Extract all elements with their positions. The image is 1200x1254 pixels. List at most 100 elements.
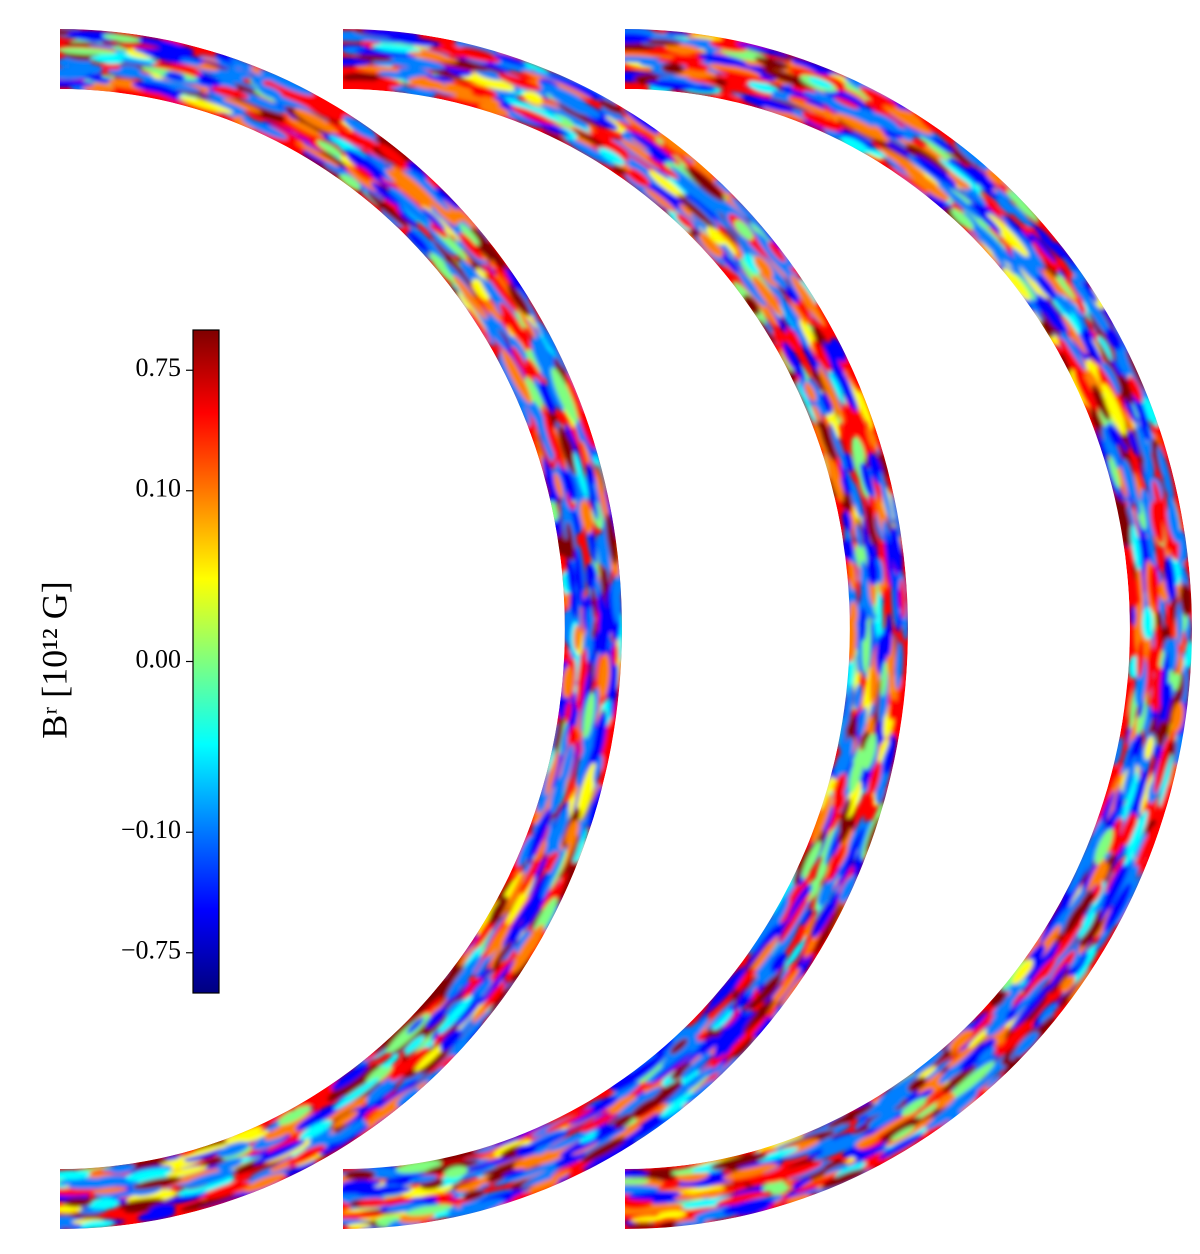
field-blob <box>757 898 790 948</box>
field-blob <box>1097 335 1113 361</box>
field-blob <box>609 1113 634 1130</box>
field-blob <box>1065 297 1088 330</box>
field-blob <box>609 1094 637 1115</box>
field-blob <box>211 86 240 99</box>
field-blob <box>873 106 911 129</box>
field-blob <box>667 177 688 195</box>
field-blob <box>458 71 515 91</box>
field-blob <box>625 56 661 63</box>
field-blob <box>795 326 809 348</box>
field-blob <box>867 760 882 798</box>
field-blob <box>383 1053 400 1068</box>
field-blob <box>1130 524 1142 571</box>
field-blob <box>1039 1003 1057 1023</box>
field-blob <box>1124 395 1139 426</box>
field-blob <box>148 1203 176 1216</box>
field-blob <box>829 422 847 471</box>
field-blob <box>1103 882 1132 933</box>
field-blob <box>1096 340 1124 391</box>
field-blob <box>988 985 1023 1023</box>
field-blob <box>363 1107 382 1122</box>
field-blob <box>1046 962 1069 992</box>
field-blob <box>60 67 89 80</box>
field-blob <box>630 1097 660 1118</box>
field-blob <box>1152 748 1162 781</box>
field-blob <box>586 462 595 485</box>
field-blob <box>958 1098 977 1114</box>
field-blob <box>743 253 761 274</box>
field-blob <box>475 69 505 81</box>
field-blob <box>78 1208 107 1215</box>
field-blob <box>353 1081 382 1103</box>
field-blob <box>826 343 839 365</box>
field-blob <box>407 170 438 196</box>
field-blob <box>753 1135 804 1152</box>
field-blob <box>183 1146 226 1162</box>
field-blob <box>1150 501 1165 545</box>
field-blob <box>587 606 594 634</box>
field-blob <box>1113 491 1127 549</box>
field-blob <box>820 392 833 415</box>
field-blob <box>792 846 814 886</box>
field-blob <box>845 361 863 393</box>
field-blob <box>877 452 889 478</box>
field-blob <box>770 951 788 973</box>
field-blob <box>1162 472 1172 497</box>
field-blob <box>857 636 863 674</box>
field-blob <box>901 1097 928 1116</box>
field-blob <box>561 666 573 699</box>
field-blob <box>888 698 897 721</box>
field-blob <box>851 480 863 519</box>
field-blob <box>685 61 709 72</box>
field-blob <box>737 269 767 307</box>
field-blob <box>522 91 543 105</box>
field-blob <box>753 1016 774 1039</box>
field-blob <box>573 452 589 499</box>
field-blob <box>514 930 532 954</box>
field-blob <box>1097 438 1117 497</box>
field-blob <box>747 81 779 94</box>
field-blob <box>821 1134 858 1153</box>
field-blob <box>253 1139 306 1165</box>
field-blob <box>502 897 533 947</box>
field-blob <box>517 834 535 868</box>
field-blob <box>1105 327 1122 351</box>
field-blob <box>762 69 818 89</box>
field-blob <box>164 97 222 116</box>
field-blob <box>589 130 630 155</box>
field-blob <box>581 1137 626 1163</box>
field-blob <box>644 38 681 46</box>
field-blob <box>839 875 857 904</box>
field-blob <box>388 187 432 226</box>
field-blob <box>826 843 846 884</box>
field-blob <box>812 891 840 939</box>
field-blob <box>1128 768 1148 825</box>
field-blob <box>480 960 515 1005</box>
field-blob <box>876 772 888 805</box>
tick-label: −0.75 <box>121 936 181 965</box>
field-blob <box>868 452 883 485</box>
field-blob <box>375 78 401 88</box>
field-blob <box>316 139 343 157</box>
field-blob <box>762 1180 785 1192</box>
field-blob <box>484 86 519 100</box>
field-blob <box>1002 1056 1023 1076</box>
field-blob <box>598 653 611 699</box>
tick-label: −0.10 <box>121 815 181 844</box>
field-blob <box>1101 362 1120 395</box>
field-blob <box>723 1163 778 1180</box>
field-blob <box>626 1223 658 1229</box>
field-blob <box>423 975 451 1005</box>
field-blob <box>612 644 619 666</box>
field-blob <box>883 104 933 135</box>
field-blob <box>223 97 262 114</box>
field-blob <box>747 96 794 113</box>
field-blob <box>1054 913 1085 959</box>
field-blob <box>459 223 480 246</box>
field-blob <box>598 147 625 166</box>
field-blob <box>997 1020 1032 1056</box>
field-blob <box>548 74 591 93</box>
field-blob <box>673 174 706 202</box>
field-blob <box>362 29 421 39</box>
field-blob <box>538 382 557 413</box>
